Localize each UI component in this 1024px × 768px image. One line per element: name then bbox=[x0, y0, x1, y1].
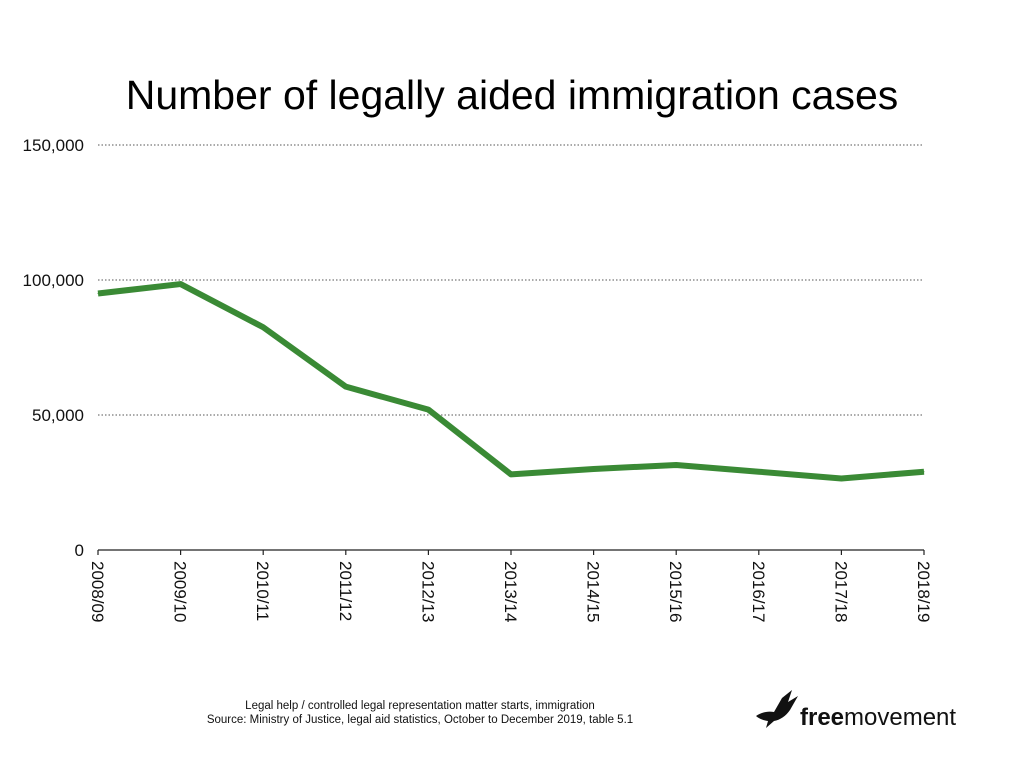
bird-in-flight-icon bbox=[756, 690, 798, 728]
chart-caption: Legal help / controlled legal representa… bbox=[160, 699, 680, 727]
data-point bbox=[840, 477, 842, 479]
data-point bbox=[758, 471, 760, 473]
data-point bbox=[180, 283, 182, 285]
x-tick-label: 2010/11 bbox=[253, 561, 272, 621]
y-tick-label: 0 bbox=[75, 541, 84, 560]
x-tick-label: 2009/10 bbox=[171, 561, 190, 622]
axes bbox=[97, 549, 925, 555]
x-tick-label: 2013/14 bbox=[501, 561, 520, 622]
x-tick-label: 2016/17 bbox=[749, 561, 768, 622]
data-point bbox=[97, 293, 99, 294]
logo-text-regular: movement bbox=[844, 704, 957, 731]
data-point bbox=[345, 386, 347, 388]
data-point bbox=[675, 464, 677, 466]
data-point bbox=[923, 471, 925, 473]
x-tick-label: 2015/16 bbox=[666, 561, 685, 622]
series-line-0 bbox=[97, 281, 925, 482]
x-tick-label: 2018/19 bbox=[914, 561, 933, 622]
x-tick-label: 2017/18 bbox=[831, 561, 850, 622]
y-axis-tick-labels: 0 50,000 100,000 150,000 bbox=[23, 136, 84, 560]
caption-line-1: Legal help / controlled legal representa… bbox=[245, 700, 595, 712]
x-tick-label: 2008/09 bbox=[88, 561, 107, 622]
y-tick-label: 100,000 bbox=[23, 271, 84, 290]
data-point bbox=[510, 473, 512, 475]
logo-text-bold: free bbox=[800, 704, 845, 731]
caption-line-2: Source: Ministry of Justice, legal aid s… bbox=[206, 714, 634, 726]
freemovement-logo: freemovement bbox=[752, 688, 982, 732]
x-axis-tick-labels: 2008/09 2009/10 2010/11 2011/12 2012/13 2013/… bbox=[88, 561, 933, 622]
x-tick-label: 2011/12 bbox=[336, 561, 355, 621]
x-tick-label: 2014/15 bbox=[584, 561, 603, 622]
y-tick-label: 50,000 bbox=[32, 406, 84, 425]
gridlines bbox=[98, 144, 924, 416]
data-point bbox=[427, 409, 429, 411]
x-tick-label: 2012/13 bbox=[418, 561, 437, 622]
series-lines bbox=[97, 281, 925, 482]
y-tick-label: 150,000 bbox=[23, 136, 84, 155]
data-point bbox=[262, 326, 264, 328]
data-point bbox=[593, 468, 595, 470]
chart-title: Number of legally aided immigration case… bbox=[125, 72, 899, 118]
